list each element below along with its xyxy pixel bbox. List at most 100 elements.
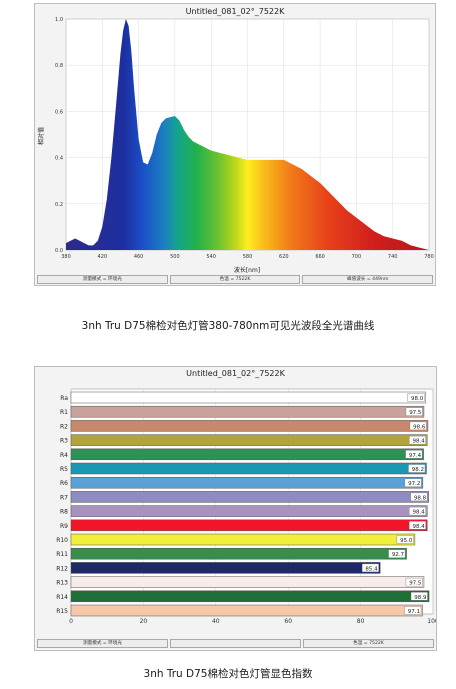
cri-category-label: R5	[60, 466, 68, 473]
cri-value-box	[405, 450, 423, 459]
spectrum-y-tick-label: 0.0	[55, 248, 63, 254]
spectrum-panel-title: Untitled_081_02°_7522K	[185, 7, 285, 16]
cri-value-label: 97.5	[409, 581, 422, 587]
cri-bar	[70, 519, 428, 532]
cri-category-label: R6	[60, 480, 68, 487]
cri-value-box	[407, 393, 425, 402]
cri-value-box	[408, 464, 426, 473]
cri-bar	[70, 491, 429, 503]
cri-value-box	[396, 535, 414, 544]
spectrum-x-tick-label: 580	[243, 254, 253, 260]
spectrum-x-tick-label: 700	[352, 254, 362, 260]
cri-category-label: R7	[60, 494, 68, 501]
cri-x-tick-label: 100	[427, 618, 436, 625]
spectrum-x-tick-label: 500	[170, 254, 180, 260]
cri-bar	[70, 420, 429, 432]
cri-caption: 3nh Tru D75棉检对色灯管显色指数	[143, 668, 313, 680]
cri-status-bar: 测量模式 = 环境光 色温 = 7522K	[37, 639, 434, 648]
cri-value-label: 98.4	[412, 524, 425, 530]
spectrum-y-tick-label: 1.0	[55, 17, 63, 23]
cri-x-tick-label: 20	[140, 618, 148, 625]
spectrum-y-ticks: 0.0 0.2 0.4 0.6 0.8 1.0	[55, 17, 63, 254]
cri-x-tick-label: 0	[69, 618, 73, 625]
cri-value-box	[404, 478, 422, 487]
cri-bar	[70, 391, 427, 404]
spectrum-x-tick-label: 460	[134, 254, 144, 260]
status-empty	[170, 639, 301, 648]
cri-category-label: R10	[56, 537, 68, 544]
cri-bar	[70, 533, 416, 546]
status-cct: 色温 = 7522K	[303, 639, 434, 648]
cri-bar	[70, 590, 430, 603]
status-measure-mode: 测量模式 = 环境光	[37, 275, 168, 284]
cri-value-label: 92.7	[392, 552, 405, 558]
status-cct: 色温 = 7522K	[169, 275, 301, 284]
cri-panel: Untitled_081_02°_7522K Ra 98.0 R1 97.5 R2 98.…	[34, 366, 437, 651]
cri-value-box	[405, 577, 423, 587]
cri-category-label: R11	[56, 551, 68, 558]
cri-bar	[70, 547, 407, 560]
cri-category-label: R3	[60, 438, 68, 445]
cri-value-label: 98.4	[412, 510, 425, 516]
spectrum-y-tick-label: 0.4	[55, 156, 63, 162]
spectrum-x-ticks: 380 420 460 500 540 580 620 660 700 740 780	[61, 254, 434, 260]
cri-bar	[70, 505, 428, 517]
spectrum-chart: 0.0 0.2 0.4 0.6 0.8 1.0 380 420 460 500 540 580 620…	[37, 17, 434, 274]
spectrum-status-bar: 测量模式 = 环境光 色温 = 7522K 峰值波长 = 449nm	[37, 275, 434, 284]
status-peak-wavelength: 峰值波长 = 449nm	[302, 275, 434, 284]
spectrum-y-tick-label: 0.6	[55, 109, 63, 115]
spectrum-x-tick-label: 420	[98, 254, 108, 260]
cri-value-box	[409, 521, 426, 530]
cri-value-box	[361, 563, 379, 573]
spectrum-x-tick-label: 660	[315, 254, 325, 260]
cri-value-label: 97.1	[408, 609, 420, 615]
cri-value-label: 97.5	[409, 410, 422, 416]
spectrum-x-tick-label: 620	[279, 254, 289, 260]
cri-bar	[70, 434, 428, 446]
cri-value-label: 98.6	[413, 424, 426, 430]
cri-category-label: R13	[56, 580, 68, 587]
spectrum-x-tick-label: 780	[424, 254, 434, 260]
spectrum-caption: 3nh Tru D75棉检对色灯管380-780nm可见光波段全光谱曲线	[81, 320, 375, 332]
cri-category-label: R9	[60, 523, 68, 530]
cri-bar	[70, 562, 381, 574]
spectrum-y-tick-label: 0.2	[55, 202, 63, 208]
cri-value-box	[409, 421, 427, 431]
cri-category-label: R14	[56, 594, 68, 601]
cri-bar	[70, 448, 424, 461]
cri-value-label: 98.4	[412, 439, 425, 445]
spectrum-x-axis-label: 波长[nm]	[234, 266, 260, 274]
cri-bar	[70, 576, 425, 588]
spectrum-x-tick-label: 540	[206, 254, 216, 260]
cri-value-label: 98.9	[414, 595, 427, 601]
cri-value-box	[405, 407, 423, 416]
cri-value-label: 98.8	[414, 495, 427, 501]
cri-x-tick-label: 60	[284, 618, 292, 625]
spectrum-x-tick-label: 740	[388, 254, 398, 260]
cri-bar	[70, 405, 425, 418]
cri-value-box	[410, 492, 428, 502]
cri-value-label: 95.0	[400, 538, 413, 544]
cri-bar	[70, 476, 424, 489]
cri-bar	[70, 604, 423, 617]
cri-category-label: R8	[60, 509, 68, 516]
cri-panel-title: Untitled_081_02°_7522K	[186, 369, 285, 378]
spectrum-x-tick-label: 380	[61, 254, 71, 260]
spectrum-panel: Untitled_081_02°_7522K 0.0 0.	[34, 3, 436, 286]
cri-x-tick-label: 40	[212, 618, 220, 625]
cri-x-ticks: 0 20 40 60 80 100	[69, 618, 436, 625]
cri-category-label: R4	[60, 452, 68, 459]
spectrum-y-axis-label: 相对值	[37, 127, 45, 145]
cri-category-label: R15	[56, 608, 68, 615]
cri-chart: Ra 98.0 R1 97.5 R2 98.6 R3 98.4 R4 97.4 R5 98.2 R6 97…	[56, 388, 436, 625]
status-measure-mode: 测量模式 = 环境光	[37, 639, 168, 648]
cri-bars: Ra 98.0 R1 97.5 R2 98.6 R3 98.4 R4 97.4 R5 98.2 R6 97…	[56, 391, 430, 617]
cri-value-box	[409, 506, 426, 516]
cri-value-box	[404, 606, 422, 615]
cri-value-label: 98.0	[411, 396, 424, 402]
cri-value-box	[410, 592, 428, 601]
cri-value-box	[409, 435, 426, 445]
cri-value-label: 97.4	[409, 453, 422, 459]
spectrum-curve	[66, 19, 429, 250]
cri-value-box	[388, 549, 406, 558]
